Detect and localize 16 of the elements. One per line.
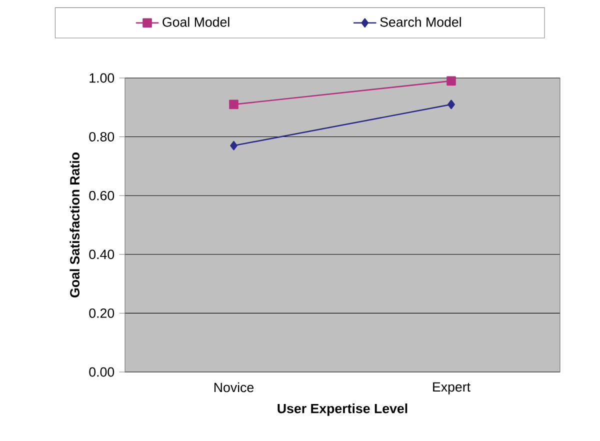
point (446, 76, 456, 86)
y-tick-label: 1.00 (90, 73, 114, 83)
point (230, 140, 238, 150)
x-axis-title: User Expertise Level (278, 403, 408, 416)
x-tick-label: Expert (433, 382, 470, 394)
y-tick-label: 0.00 (89, 367, 114, 377)
y-tick-label: 0.40 (89, 250, 114, 260)
legend-label: Goal Model (162, 17, 230, 27)
y-tick-label: 0.80 (89, 132, 114, 142)
y-tick-label: 0.60 (89, 190, 114, 200)
legend-label: Search Model (380, 17, 461, 27)
y-axis-title: Goal Satisfaction Ratio (70, 152, 80, 298)
point (229, 100, 238, 110)
y-tick-label: 0.20 (89, 308, 114, 318)
point (448, 100, 455, 110)
x-tick-label: Novice (214, 382, 254, 392)
